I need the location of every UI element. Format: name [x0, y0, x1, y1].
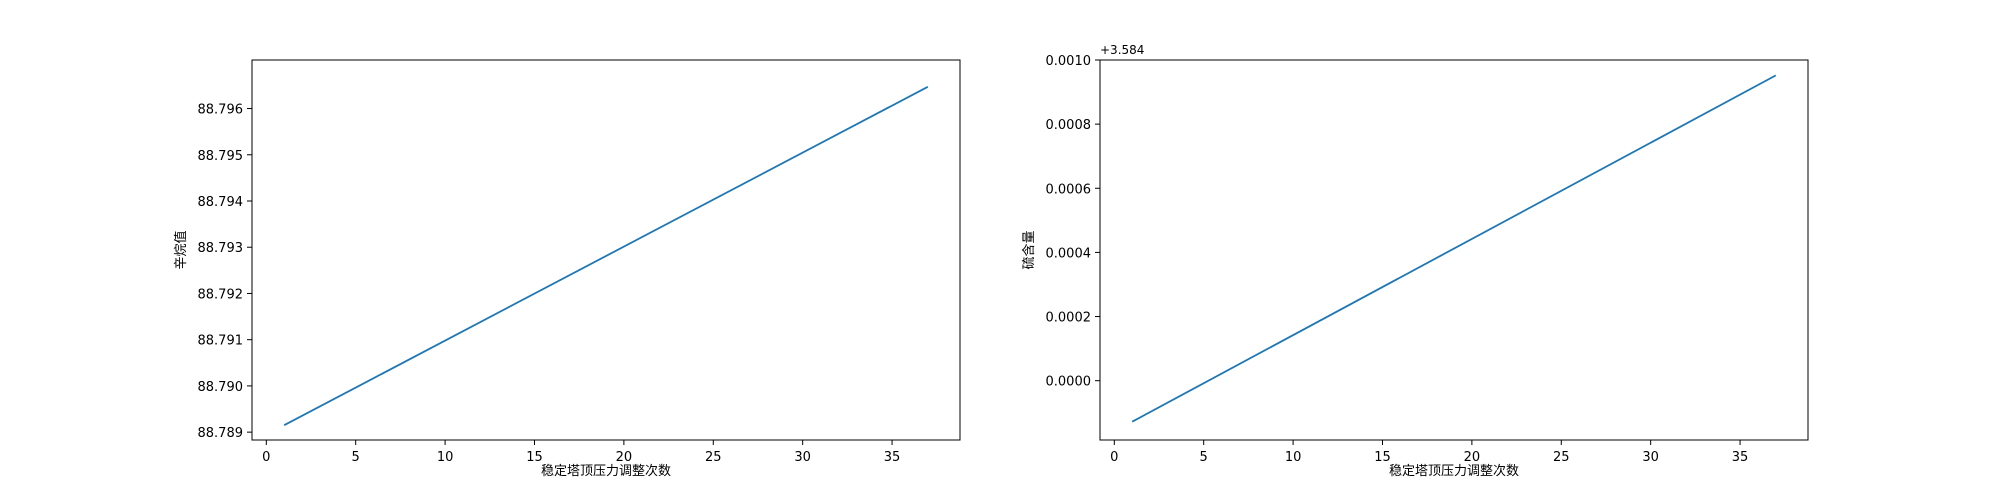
- y-tick-label: 0.0008: [1046, 118, 1092, 133]
- y-tick-label: 0.0000: [1046, 375, 1092, 390]
- y-tick-label: 88.790: [198, 380, 244, 395]
- y-tick-label: 88.789: [198, 426, 244, 441]
- y-tick-label: 0.0010: [1046, 54, 1092, 69]
- y-tick-label: 88.791: [198, 334, 244, 349]
- x-tick-label: 10: [1285, 450, 1302, 465]
- y-axis-title: 硫含量: [1021, 230, 1037, 269]
- x-tick-label: 15: [526, 450, 543, 465]
- x-tick-label: 30: [794, 450, 811, 465]
- y-tick-label: 0.0002: [1046, 311, 1092, 326]
- x-tick-label: 25: [1553, 450, 1570, 465]
- x-axis-title: 稳定塔顶压力调整次数: [541, 463, 671, 479]
- y-tick-label: 0.0006: [1046, 182, 1092, 197]
- x-tick-label: 30: [1642, 450, 1659, 465]
- x-tick-label: 35: [884, 450, 901, 465]
- x-tick-label: 0: [1110, 450, 1118, 465]
- series-line: [283, 86, 929, 427]
- x-tick-label: 15: [1374, 450, 1391, 465]
- y-tick-label: 88.794: [198, 195, 244, 210]
- x-tick-label: 0: [262, 450, 270, 465]
- series-line: [1131, 74, 1777, 423]
- y-axis-title: 辛烷值: [173, 230, 189, 269]
- y-offset-label: +3.584: [1100, 43, 1144, 57]
- y-tick-label: 88.793: [198, 241, 244, 256]
- y-tick-label: 88.795: [198, 149, 244, 164]
- x-axis-title: 稳定塔顶压力调整次数: [1389, 463, 1519, 479]
- y-tick-label: 88.792: [198, 287, 244, 302]
- y-tick-label: 88.796: [198, 103, 244, 118]
- x-tick-label: 25: [705, 450, 722, 465]
- x-tick-label: 35: [1732, 450, 1749, 465]
- chart-octane: 0 5 10 15 20 25 30 35 88.789 88.790 88.791 88.792 88…: [173, 59, 961, 479]
- x-tick-label: 20: [1464, 450, 1481, 465]
- y-tick-label: 0.0004: [1046, 246, 1092, 261]
- x-tick-label: 5: [1200, 450, 1208, 465]
- plot-frame: [1099, 59, 1809, 441]
- x-tick-label: 5: [352, 450, 360, 465]
- x-tick-label: 20: [616, 450, 633, 465]
- x-tick-label: 10: [437, 450, 454, 465]
- chart-sulfur: 0 5 10 15 20 25 30 35 0.0000 0.0002 0.0004 0.0006 0.…: [1021, 43, 1809, 479]
- plot-frame: [251, 59, 961, 441]
